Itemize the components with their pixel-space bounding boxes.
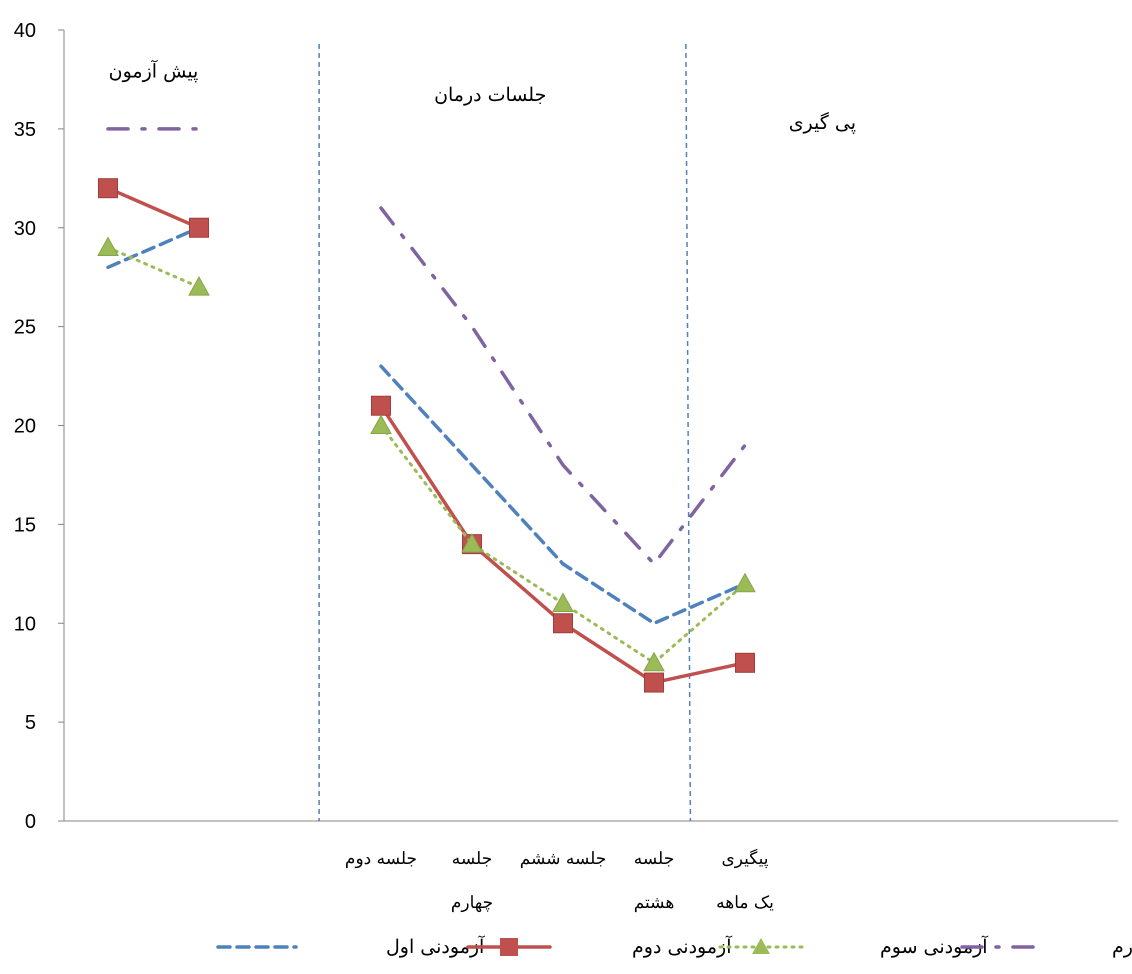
data-point-square: [644, 672, 664, 693]
x-axis-categories: جلسه دوم جلسه چهارم جلسه ششم جلسه هشتم پیگیری ی…: [345, 848, 774, 913]
x-category-label: جلسه: [634, 849, 674, 869]
legend-label: آزمودنی دوم: [632, 935, 732, 958]
y-axis-ticks: 0 5 10 15 20 25 30 35 40: [14, 20, 64, 833]
y-tick-label: 5: [25, 712, 36, 734]
legend-label: آزمودنی اول: [386, 935, 485, 958]
legend-item-4: آزمودنی چهارم: [960, 935, 1132, 958]
y-tick-label: 25: [14, 317, 36, 339]
legend: آزمودنی اول آزمودنی دوم آزمودنی سوم آزمودنی…: [216, 935, 1132, 958]
phase-dividers: [318, 43, 692, 822]
data-point-triangle: [97, 236, 119, 257]
legend-item-2: آزمودنی دوم: [466, 935, 732, 958]
series-line: [379, 364, 747, 626]
y-tick-label: 30: [14, 218, 36, 240]
series-2: [98, 178, 755, 693]
data-point-triangle: [552, 592, 574, 612]
data-point-square: [98, 178, 118, 199]
x-category-label: چهارم: [451, 893, 493, 913]
phase-labels: پیش آزمون جلسات درمان پی گیری: [109, 59, 856, 133]
series-line: [106, 226, 201, 270]
data-point-triangle: [461, 533, 483, 553]
data-point-triangle: [188, 276, 210, 296]
data-point-triangle: [734, 572, 756, 593]
x-category-label: یک ماهه: [716, 893, 774, 913]
series-line: [106, 246, 201, 289]
x-category-label: جلسه دوم: [345, 849, 417, 869]
series-1: [106, 226, 747, 626]
x-category-label: جلسه: [452, 849, 492, 869]
data-point-triangle: [370, 414, 392, 434]
x-category-label: پیگیری: [721, 848, 768, 869]
data-point-square: [735, 652, 755, 673]
x-category-label: هشتم: [634, 893, 675, 913]
series-line: [379, 403, 747, 685]
series-line: [379, 206, 747, 566]
x-category-label: جلسه ششم: [520, 849, 607, 869]
phase-label: جلسات درمان: [434, 84, 546, 106]
y-tick-label: 20: [14, 416, 36, 438]
y-tick-label: 15: [14, 514, 36, 536]
series-3: [97, 236, 756, 672]
data-point-square: [553, 613, 573, 634]
legend-item-1: آزمودنی اول: [216, 935, 485, 958]
series-4: [106, 127, 747, 566]
phase-label: پیش آزمون: [109, 59, 199, 82]
phase-label: پی گیری: [789, 111, 856, 134]
y-tick-label: 10: [14, 613, 36, 635]
y-tick-label: 0: [25, 811, 36, 833]
legend-label: آزمودنی چهارم: [1112, 935, 1132, 958]
series-line: [106, 186, 201, 230]
data-point-square: [371, 395, 391, 416]
phase-divider-line: [685, 43, 692, 822]
data-point-square: [189, 217, 209, 238]
data-point-triangle: [643, 651, 665, 672]
legend-item-3: آزمودنی سوم: [718, 935, 988, 958]
y-tick-label: 40: [14, 20, 36, 42]
y-tick-label: 35: [14, 119, 36, 141]
legend-marker-square: [500, 938, 518, 956]
axes: [63, 30, 1118, 822]
legend-marker-triangle: [752, 938, 770, 954]
series-layer: [97, 127, 756, 693]
legend-label: آزمودنی سوم: [880, 935, 988, 958]
